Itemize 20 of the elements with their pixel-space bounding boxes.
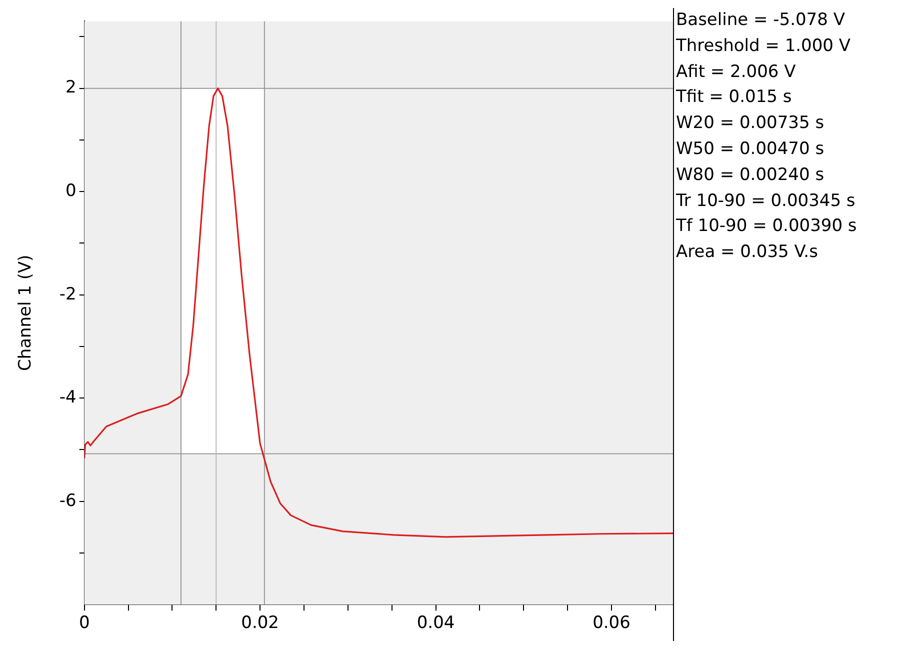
text: Baseline = -5.078 V xyxy=(676,9,846,32)
text: W50 = 0.00470 s xyxy=(676,138,826,161)
y-tick-label: -4 xyxy=(59,388,76,408)
x-tick-label: 0.02 xyxy=(241,613,279,634)
y-tick-label: 0 xyxy=(66,180,76,201)
x-tick-label: 0.04 xyxy=(416,613,455,634)
x-tick-label: 0.06 xyxy=(592,613,630,634)
text: Tf 10-90 = 0.00390 s xyxy=(676,215,857,238)
text: Area = 0.035 V.s xyxy=(676,241,819,264)
text: W80 = 0.00240 s xyxy=(676,164,826,187)
text: Tfit = 0.015 s xyxy=(676,86,793,110)
text: Afit = 2.006 V xyxy=(676,60,797,84)
x-tick-label: 0 xyxy=(78,613,90,634)
y-axis-title: Channel 1 (V) xyxy=(16,254,36,372)
text: Tr 10-90 = 0.00345 s xyxy=(676,190,856,213)
text: W20 = 0.00735 s xyxy=(676,112,826,136)
text: Threshold = 1.000 V xyxy=(676,34,852,58)
y-tick-label: -2 xyxy=(59,284,76,304)
y-tick-label: 2 xyxy=(66,78,76,98)
y-tick-label: -6 xyxy=(59,490,76,511)
